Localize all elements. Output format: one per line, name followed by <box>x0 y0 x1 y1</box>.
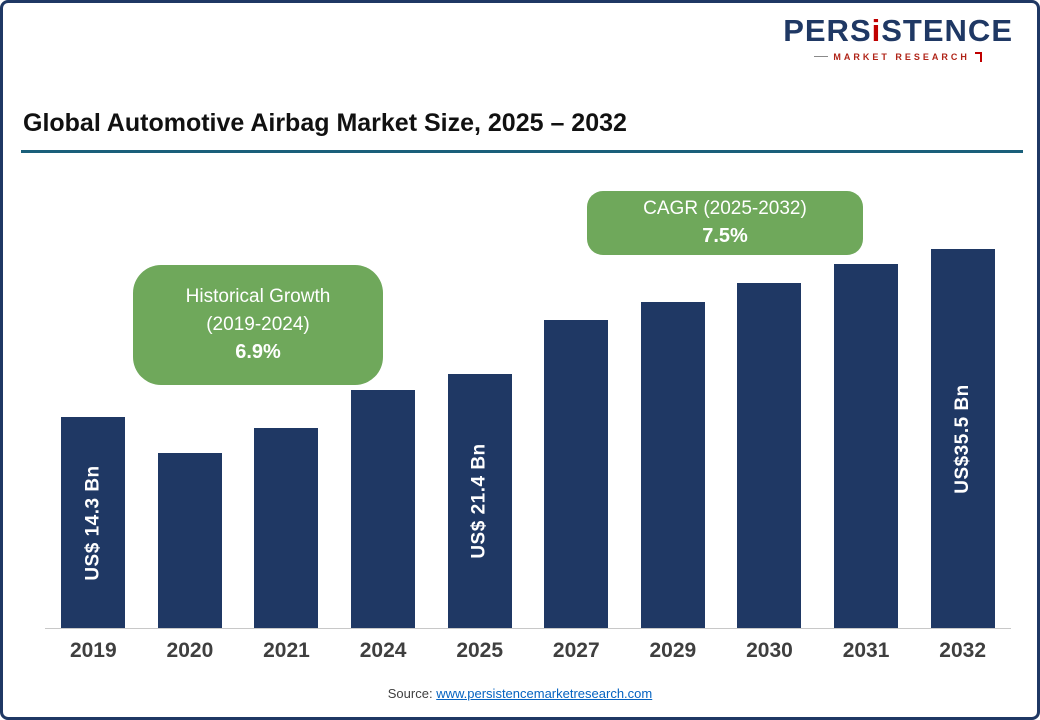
x-axis-label-2025: 2025 <box>456 639 504 662</box>
bar-2032: US$35.5 Bn <box>930 249 995 628</box>
bar-value-label-2025: US$ 21.4 Bn <box>468 443 490 559</box>
bar-2025: US$ 21.4 Bn <box>447 374 512 628</box>
logo-text-suffix: STENCE <box>881 13 1013 48</box>
bars-row: US$ 14.3 Bn US$ 21.4 Bn US$35.5 Bn <box>45 249 1011 629</box>
bar-column-2025: US$ 21.4 Bn <box>431 249 528 628</box>
logo-tagline-rule-left <box>814 56 829 58</box>
bar-2019: US$ 14.3 Bn <box>61 417 126 628</box>
x-axis-label-2019: 2019 <box>69 639 117 662</box>
source-label: Source: <box>387 686 433 701</box>
source-line: Source: www.persistencemarketresearch.co… <box>3 686 1037 701</box>
cagr-value: 7.5% <box>702 225 748 248</box>
x-axis-label-2032: 2032 <box>939 639 986 662</box>
bar-column-2024 <box>335 249 432 628</box>
logo-tagline-text: MARKET RESEARCH <box>833 51 970 62</box>
bar-value-label-2032: US$35.5 Bn <box>951 383 973 494</box>
bar-2027 <box>544 320 609 628</box>
x-axis-label-2021: 2021 <box>263 639 310 662</box>
bar-2024 <box>351 390 416 628</box>
bar-column-2029 <box>625 249 722 628</box>
bar-2029 <box>640 302 705 628</box>
x-axis-label-2029: 2029 <box>649 639 697 662</box>
x-axis-label-2020: 2020 <box>166 639 214 662</box>
historical-growth-line2: (2019-2024) <box>206 313 310 335</box>
x-axis-label-2024: 2024 <box>359 639 407 662</box>
x-axis-label-2031: 2031 <box>842 639 890 662</box>
historical-growth-callout: Historical Growth (2019-2024) 6.9% <box>133 265 383 385</box>
logo-wordmark: PERSiSTENCE <box>783 13 1013 48</box>
bar-column-2031 <box>818 249 915 628</box>
x-axis-label-2030: 2030 <box>746 639 793 662</box>
bar-2030 <box>737 283 802 628</box>
bar-column-2021 <box>238 249 335 628</box>
source-link[interactable]: www.persistencemarketresearch.com <box>436 686 653 701</box>
historical-growth-line1: Historical Growth <box>185 285 331 307</box>
bar-column-2030 <box>721 249 818 628</box>
bar-column-2032: US$35.5 Bn <box>914 249 1011 628</box>
bar-column-2020 <box>142 249 239 628</box>
x-axis-labels-row: 2019 2020 2021 2024 2025 2027 2029 2030 2031 2032 <box>45 629 1011 663</box>
cagr-callout: CAGR (2025-2032) 7.5% <box>587 191 863 255</box>
cagr-line1: CAGR (2025-2032) <box>643 197 807 219</box>
bar-column-2027 <box>528 249 625 628</box>
logo-tagline: MARKET RESEARCH <box>783 51 1013 62</box>
logo-text-prefix: PERS <box>783 13 872 48</box>
x-axis-label-2027: 2027 <box>552 639 600 662</box>
bar-2021 <box>254 428 319 628</box>
persistence-logo: PERSiSTENCE MARKET RESEARCH <box>783 13 1013 62</box>
page-title: Global Automotive Airbag Market Size, 20… <box>23 109 627 137</box>
bar-chart: US$ 14.3 Bn US$ 21.4 Bn US$35.5 Bn 2019 202… <box>45 249 1011 663</box>
bar-2031 <box>834 264 899 628</box>
bar-value-label-2019: US$ 14.3 Bn <box>82 464 104 581</box>
bar-column-2019: US$ 14.3 Bn <box>45 249 142 628</box>
title-underline <box>21 150 1023 153</box>
logo-corner-bracket-icon <box>974 51 982 62</box>
historical-growth-value: 6.9% <box>235 341 281 364</box>
logo-red-i: i <box>871 13 882 48</box>
bar-2020 <box>157 452 222 628</box>
